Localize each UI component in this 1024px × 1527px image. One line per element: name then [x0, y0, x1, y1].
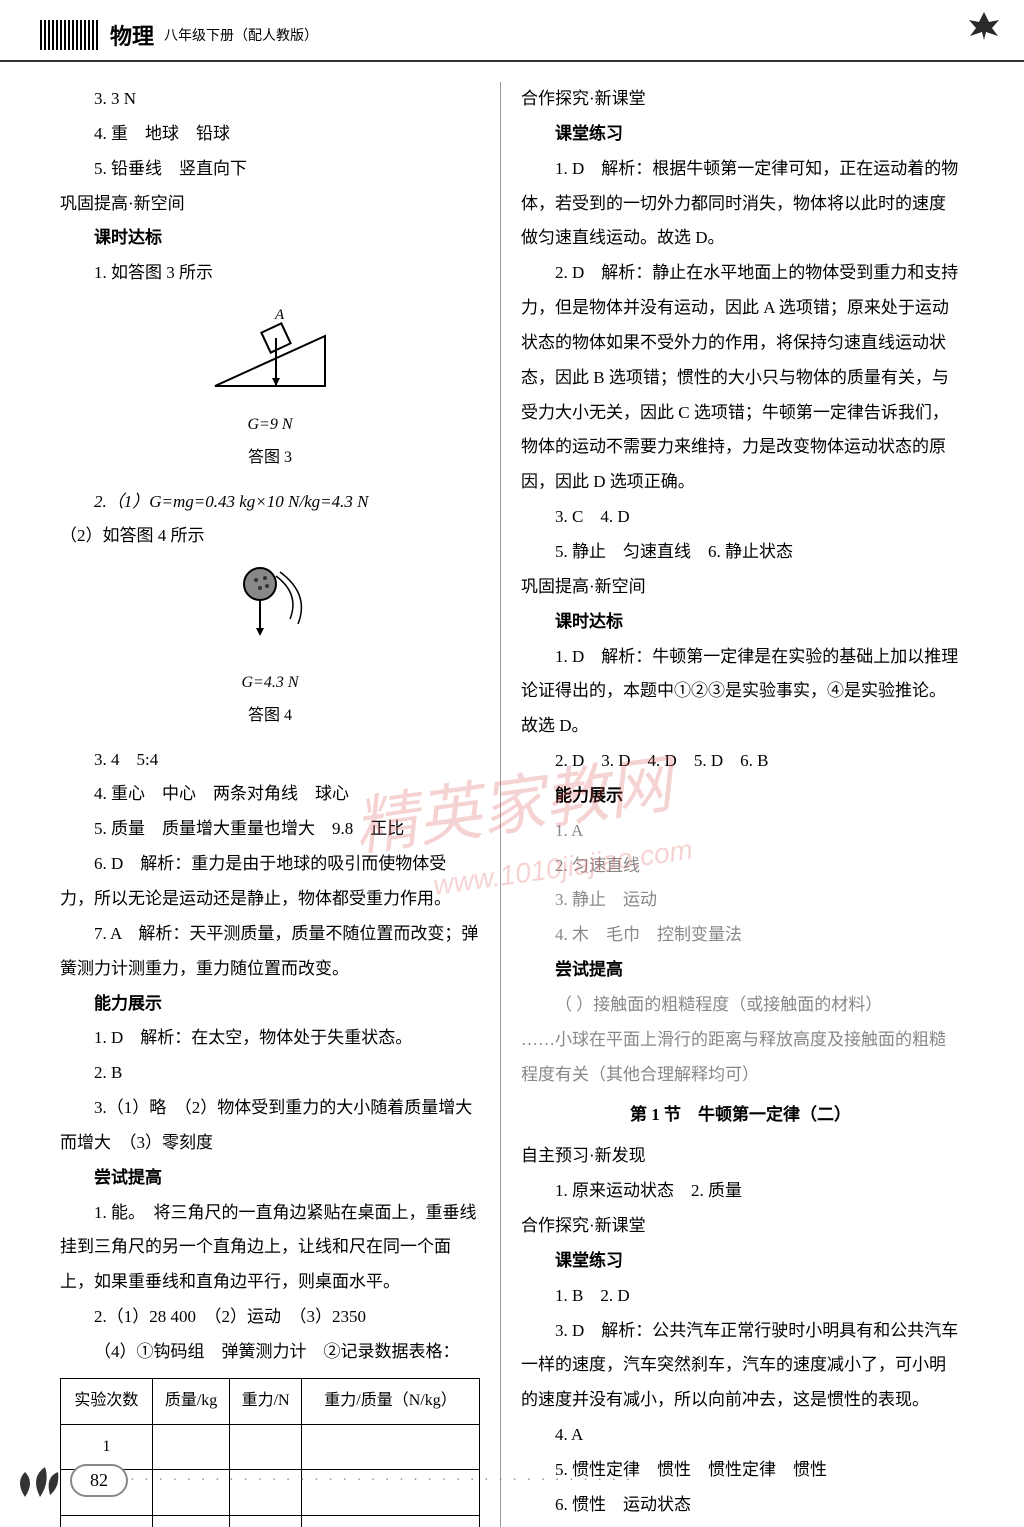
- dots-deco: · · · · · · · · · · · · · · · · · · · · …: [130, 1473, 633, 1489]
- n2: 2. B: [60, 1056, 480, 1091]
- grade-label: 八年级下册（配人教版）: [164, 25, 318, 45]
- td: [230, 1516, 302, 1527]
- fig3-caption: 答图 3: [60, 442, 480, 475]
- figure-4: G=4.3 N 答图 4: [60, 564, 480, 732]
- page-footer: 82 · · · · · · · · · · · · · · · · · · ·…: [0, 1447, 1024, 1507]
- r5: 5. 静止 匀速直线 6. 静止状态: [521, 535, 960, 570]
- e3: 3. 静止 运动: [521, 883, 960, 918]
- td: 3: [61, 1516, 153, 1527]
- r1: 1. D 解析：根据牛顿第一定律可知，正在运动着的物体，若受到的一切外力都同时消…: [521, 152, 960, 257]
- triangle-diagram-icon: A: [195, 301, 345, 396]
- td: [152, 1516, 229, 1527]
- ans-2a: 2.（1）G=mg=0.43 kg×10 N/kg=4.3 N: [60, 485, 480, 520]
- gonggu-r: 巩固提高·新空间: [521, 570, 960, 605]
- ans-5: 5. 铅垂线 竖直向下: [60, 152, 480, 187]
- barcode-deco: [40, 20, 100, 50]
- table-head-row: 实验次数 质量/kg 重力/N 重力/质量（N/kg）: [61, 1378, 480, 1424]
- sub-ketang-2: 课堂练习: [521, 1244, 960, 1279]
- th-0: 实验次数: [61, 1378, 153, 1424]
- g1: 1. D 解析：牛顿第一定律是在实验的基础上加以推理论证得出的，本题中①②③是实…: [521, 640, 960, 745]
- section2-title: 第 1 节 牛顿第一定律（二）: [521, 1098, 960, 1133]
- page-header: 物理 八年级下册（配人教版）: [0, 0, 1024, 62]
- ans-4: 4. 重 地球 铅球: [60, 117, 480, 152]
- hezuo-1: 合作探究·新课堂: [521, 82, 960, 117]
- sub-keshi-r: 课时达标: [521, 605, 960, 640]
- c1: 1. B 2. D: [521, 1279, 960, 1314]
- g2: 2. D 3. D 4. D 5. D 6. B: [521, 744, 960, 779]
- ans-5a: 5. 质量 质量增大重量也增大 9.8 正比: [60, 812, 480, 847]
- th-1: 质量/kg: [152, 1378, 229, 1424]
- e4: 4. 木 毛巾 控制变量法: [521, 918, 960, 953]
- maple-leaf-icon: [964, 10, 1004, 40]
- e2: 2. 匀速直线: [521, 849, 960, 884]
- ans-7a: 7. A 解析：天平测质量，质量不随位置而改变；弹簧测力计测重力，重力随位置而改…: [60, 917, 480, 987]
- page: 物理 八年级下册（配人教版） 3. 3 N 4. 重 地球 铅球 5. 铅垂线 …: [0, 0, 1024, 1527]
- th-2: 重力/N: [230, 1378, 302, 1424]
- ans-6a: 6. D 解析：重力是由于地球的吸引而使物体受力，所以无论是运动还是静止，物体都…: [60, 847, 480, 917]
- subhead-keshi: 课时达标: [60, 221, 480, 256]
- s2: 2.（1）28 400 （2）运动 （3）2350: [60, 1300, 480, 1335]
- r2: 2. D 解析：静止在水平地面上的物体受到重力和支持力，但是物体并没有运动，因此…: [521, 256, 960, 500]
- sub-nengli-r: 能力展示: [521, 779, 960, 814]
- ans-1a: 1. 如答图 3 所示: [60, 256, 480, 291]
- ans-2b: （2）如答图 4 所示: [60, 519, 480, 554]
- ball-diagram-icon: [210, 564, 330, 654]
- r3: 3. C 4. D: [521, 500, 960, 535]
- ans-3a: 3. 4 5:4: [60, 743, 480, 778]
- subhead-changshi: 尝试提高: [60, 1161, 480, 1196]
- gonggu-r2: 巩固提高·新空间: [521, 1523, 960, 1527]
- s1: 1. 能。 将三角尺的一直角边紧贴在桌面上，重垂线挂到三角尺的另一个直角边上，让…: [60, 1196, 480, 1301]
- zizhu-2: 自主预习·新发现: [521, 1139, 960, 1174]
- n1: 1. D 解析：在太空，物体处于失重状态。: [60, 1021, 480, 1056]
- t1a: （ ）接触面的粗糙程度（或接触面的材料）: [521, 988, 960, 1023]
- th-3: 重力/质量（N/kg）: [301, 1378, 479, 1424]
- td: [301, 1516, 479, 1527]
- fig3-label-g: G=9 N: [60, 409, 480, 442]
- page-number: 82: [70, 1464, 128, 1497]
- sub-changshi-r: 尝试提高: [521, 953, 960, 988]
- e1: 1. A: [521, 814, 960, 849]
- table-row: 3: [61, 1516, 480, 1527]
- subject-label: 物理: [110, 19, 154, 51]
- section-gonggu: 巩固提高·新空间: [60, 187, 480, 222]
- s4: （4）①钩码组 弹簧测力计 ②记录数据表格：: [60, 1335, 480, 1370]
- c3: 3. D 解析：公共汽车正常行驶时小明具有和公共汽车一样的速度，汽车突然刹车，汽…: [521, 1314, 960, 1419]
- fig4-label-g: G=4.3 N: [60, 667, 480, 700]
- subhead-nengli: 能力展示: [60, 987, 480, 1022]
- fig4-caption: 答图 4: [60, 700, 480, 733]
- ans-3: 3. 3 N: [60, 82, 480, 117]
- right-column: 合作探究·新课堂 课堂练习 1. D 解析：根据牛顿第一定律可知，正在运动着的物…: [500, 82, 960, 1527]
- sub-ketang-1: 课堂练习: [521, 117, 960, 152]
- z21: 1. 原来运动状态 2. 质量: [521, 1174, 960, 1209]
- figure-3: A G=9 N 答图 3: [60, 301, 480, 474]
- n3: 3.（1）略 （2）物体受到重力的大小随着质量增大而增大 （3）零刻度: [60, 1091, 480, 1161]
- label-A: A: [274, 307, 285, 323]
- t1b: ……小球在平面上滑行的距离与释放高度及接触面的粗糙程度有关（其他合理解释均可）: [521, 1023, 960, 1093]
- left-column: 3. 3 N 4. 重 地球 铅球 5. 铅垂线 竖直向下 巩固提高·新空间 课…: [60, 82, 500, 1527]
- hezuo-2: 合作探究·新课堂: [521, 1209, 960, 1244]
- content-area: 3. 3 N 4. 重 地球 铅球 5. 铅垂线 竖直向下 巩固提高·新空间 课…: [0, 62, 1024, 1527]
- ans-4a: 4. 重心 中心 两条对角线 球心: [60, 777, 480, 812]
- flower-icon: [10, 1447, 65, 1502]
